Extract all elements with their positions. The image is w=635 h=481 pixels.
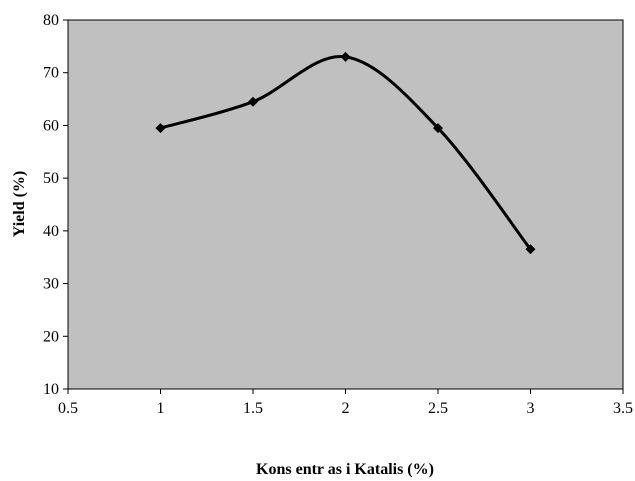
x-tick-label: 2 <box>342 400 350 417</box>
y-tick-label: 20 <box>43 328 59 345</box>
data-point <box>340 51 351 62</box>
x-tick-label: 0.5 <box>58 400 78 417</box>
data-points <box>155 51 536 255</box>
plot-area <box>67 19 624 390</box>
y-tick-label: 40 <box>43 223 59 240</box>
series-line <box>160 55 532 251</box>
x-tick-label: 1.5 <box>243 400 263 417</box>
y-tick-label: 60 <box>43 117 59 134</box>
y-tick-label: 50 <box>43 170 59 187</box>
x-tick-label: 2.5 <box>428 400 448 417</box>
x-tick-label: 1 <box>157 400 165 417</box>
data-point <box>248 96 258 107</box>
data-point <box>433 123 443 134</box>
y-tick-label: 70 <box>43 65 59 82</box>
y-tick-label: 80 <box>43 12 59 29</box>
x-axis-ticks: 0.5 1 1.5 2 2.5 3 3.5 <box>58 389 633 417</box>
y-tick-label: 30 <box>43 276 59 293</box>
data-point <box>155 123 166 134</box>
y-tick-label: 10 <box>43 381 59 398</box>
y-axis-label: Yield (%) <box>11 171 28 238</box>
y-axis-ticks: 10 20 30 40 50 60 70 80 <box>43 12 68 398</box>
x-tick-label: 3.5 <box>613 400 633 417</box>
x-tick-label: 3 <box>527 400 535 417</box>
data-point <box>525 244 536 255</box>
x-axis-label: Kons entr as i Katalis (%) <box>256 461 434 478</box>
